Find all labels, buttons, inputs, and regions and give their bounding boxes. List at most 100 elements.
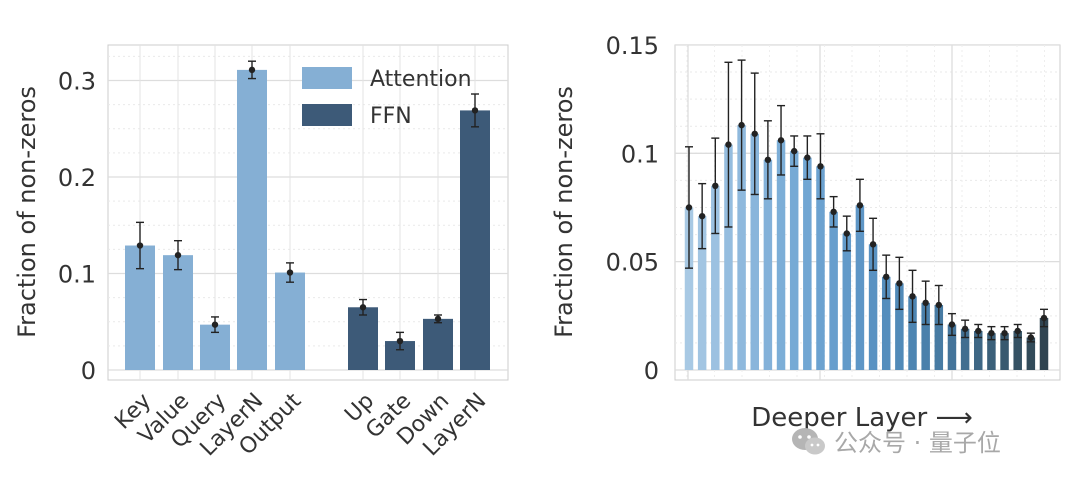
chart2-bar-layer-19 <box>921 302 930 370</box>
chart2-errorbar-point <box>817 163 824 170</box>
chart2-bar-layer-24 <box>987 333 996 370</box>
chart2-bar-layer-25 <box>1000 333 1009 370</box>
chart2-errorbar-point <box>1027 334 1035 341</box>
chart2-x-axis-label: Deeper Layer ⟶ <box>751 403 973 433</box>
chart1-bar-ffn-down <box>423 318 453 370</box>
chart1-errorbar-point <box>248 66 256 74</box>
chart2-errorbar-point <box>948 321 956 328</box>
chart1-errorbar-point <box>359 304 367 311</box>
chart1-errorbar-point <box>434 315 442 323</box>
chart2-bar-layer-21 <box>947 324 957 370</box>
chart1-bar-attention-layern <box>237 69 267 370</box>
chart2-errorbar-point <box>988 329 995 337</box>
chart2-errorbar-point <box>961 325 969 333</box>
chart2-bar-layer-16 <box>881 276 891 370</box>
chart2-errorbar-point <box>869 241 877 248</box>
chart2-errorbar-point <box>1014 327 1021 335</box>
chart1-legend: Attention FFN <box>302 67 472 129</box>
chart1-errorbar-point <box>174 251 182 259</box>
chart1-y-tick-label: 0 <box>81 357 96 385</box>
chart2-bar-layer-26 <box>1013 330 1022 370</box>
chart2-errorbar-point <box>685 204 693 211</box>
chart1-y-tick-label: 0.2 <box>58 164 96 192</box>
chart2-y-tick-label: 0.15 <box>606 32 659 60</box>
legend-label-attention: Attention <box>370 67 472 92</box>
chart1-errorbar-point <box>211 321 219 328</box>
legend-swatch-ffn <box>302 104 352 126</box>
chart2-errorbar-point <box>712 182 719 190</box>
chart2-bars <box>684 59 1049 370</box>
chart2-bar-layer-23 <box>974 330 983 370</box>
chart1-bars <box>125 60 490 370</box>
chart2-errorbar-point <box>738 121 745 129</box>
chart2-errorbar-point <box>896 280 903 287</box>
chart2-errorbar-point <box>975 327 982 335</box>
chart2-errorbar-point <box>698 212 706 220</box>
chart1-bar-attention-value <box>163 255 193 370</box>
chart1-bar-ffn-layern <box>460 110 490 370</box>
chart2-bar-layer-17 <box>895 283 904 370</box>
chart2-bar-layer-10 <box>803 157 812 370</box>
chart2-bar-layer-27 <box>1026 337 1036 370</box>
chart1-errorbar-point <box>471 107 479 114</box>
chart2-errorbar-point <box>725 141 732 148</box>
chart2-errorbar-point <box>883 273 890 281</box>
chart2-y-tick-label: 0 <box>644 357 659 385</box>
chart2-bar-layer-28 <box>1039 317 1049 370</box>
chart1-bar-ffn-up <box>348 307 378 370</box>
chart2-errorbar-point <box>1040 314 1048 322</box>
chart2-errorbar-point <box>922 299 929 307</box>
chart2-errorbar-point <box>935 301 943 309</box>
legend-swatch-attention <box>302 67 352 89</box>
chart2-bar-layer-3 <box>711 185 720 370</box>
chart1-y-tick-label: 0.1 <box>58 261 96 289</box>
chart2-errorbar-point <box>1001 329 1008 337</box>
chart2-errorbar-point <box>843 230 850 237</box>
watermark-text: 公众号 · 量子位 <box>834 429 1001 457</box>
watermark: 公众号 · 量子位 <box>792 428 1001 457</box>
chart2-errorbar-point <box>804 154 811 161</box>
chart2-bar-layer-11 <box>816 166 825 370</box>
chart2-bar-layer-22 <box>960 328 970 370</box>
wechat-icon <box>792 428 825 455</box>
chart2-bar-layer-13 <box>842 233 852 370</box>
chart2-errorbar-point <box>856 202 864 209</box>
chart2-bar-layer-7 <box>763 159 773 370</box>
chart-layer-depth: 0 0.05 0.1 0.15 Fraction of non-zeros Deepe… <box>550 32 1061 433</box>
chart1-y-tick-label: 0.3 <box>58 68 96 96</box>
chart2-y-tick-label: 0.1 <box>621 140 659 168</box>
chart2-bar-layer-18 <box>908 296 917 370</box>
chart2-bar-layer-12 <box>829 211 838 370</box>
legend-label-ffn: FFN <box>370 104 412 129</box>
chart2-bar-layer-1 <box>684 207 694 370</box>
chart2-errorbar-point <box>764 156 772 164</box>
chart2-bar-layer-5 <box>737 125 746 370</box>
chart1-bar-attention-output <box>275 272 305 370</box>
chart1-y-axis-label: Fraction of non-zeros <box>13 86 41 338</box>
chart2-bar-layer-15 <box>868 244 878 370</box>
chart2-errorbar-point <box>830 208 837 216</box>
chart1-errorbar-point <box>136 242 144 249</box>
chart2-bar-layer-14 <box>855 205 865 370</box>
chart2-bar-layer-9 <box>789 151 799 370</box>
chart2-bar-layer-20 <box>934 304 944 370</box>
chart2-y-tick-label: 0.05 <box>606 249 659 277</box>
chart2-errorbar-point <box>909 293 916 300</box>
chart2-bar-layer-4 <box>724 144 733 370</box>
chart2-bar-layer-6 <box>750 133 759 370</box>
chart2-y-ticks: 0 0.05 0.1 0.15 <box>606 32 659 385</box>
chart1-errorbar-point <box>396 337 404 345</box>
chart2-y-axis-label: Fraction of non-zeros <box>550 86 578 338</box>
chart2-errorbar-point <box>777 137 785 144</box>
chart1-y-ticks: 0 0.1 0.2 0.3 <box>58 68 96 386</box>
chart2-plot-area <box>674 44 1061 381</box>
chart2-errorbar-point <box>751 130 758 137</box>
chart1-errorbar-point <box>286 269 294 276</box>
chart2-bar-layer-2 <box>697 216 707 370</box>
chart2-errorbar-point <box>790 147 798 155</box>
chart2-bar-layer-8 <box>776 140 786 370</box>
